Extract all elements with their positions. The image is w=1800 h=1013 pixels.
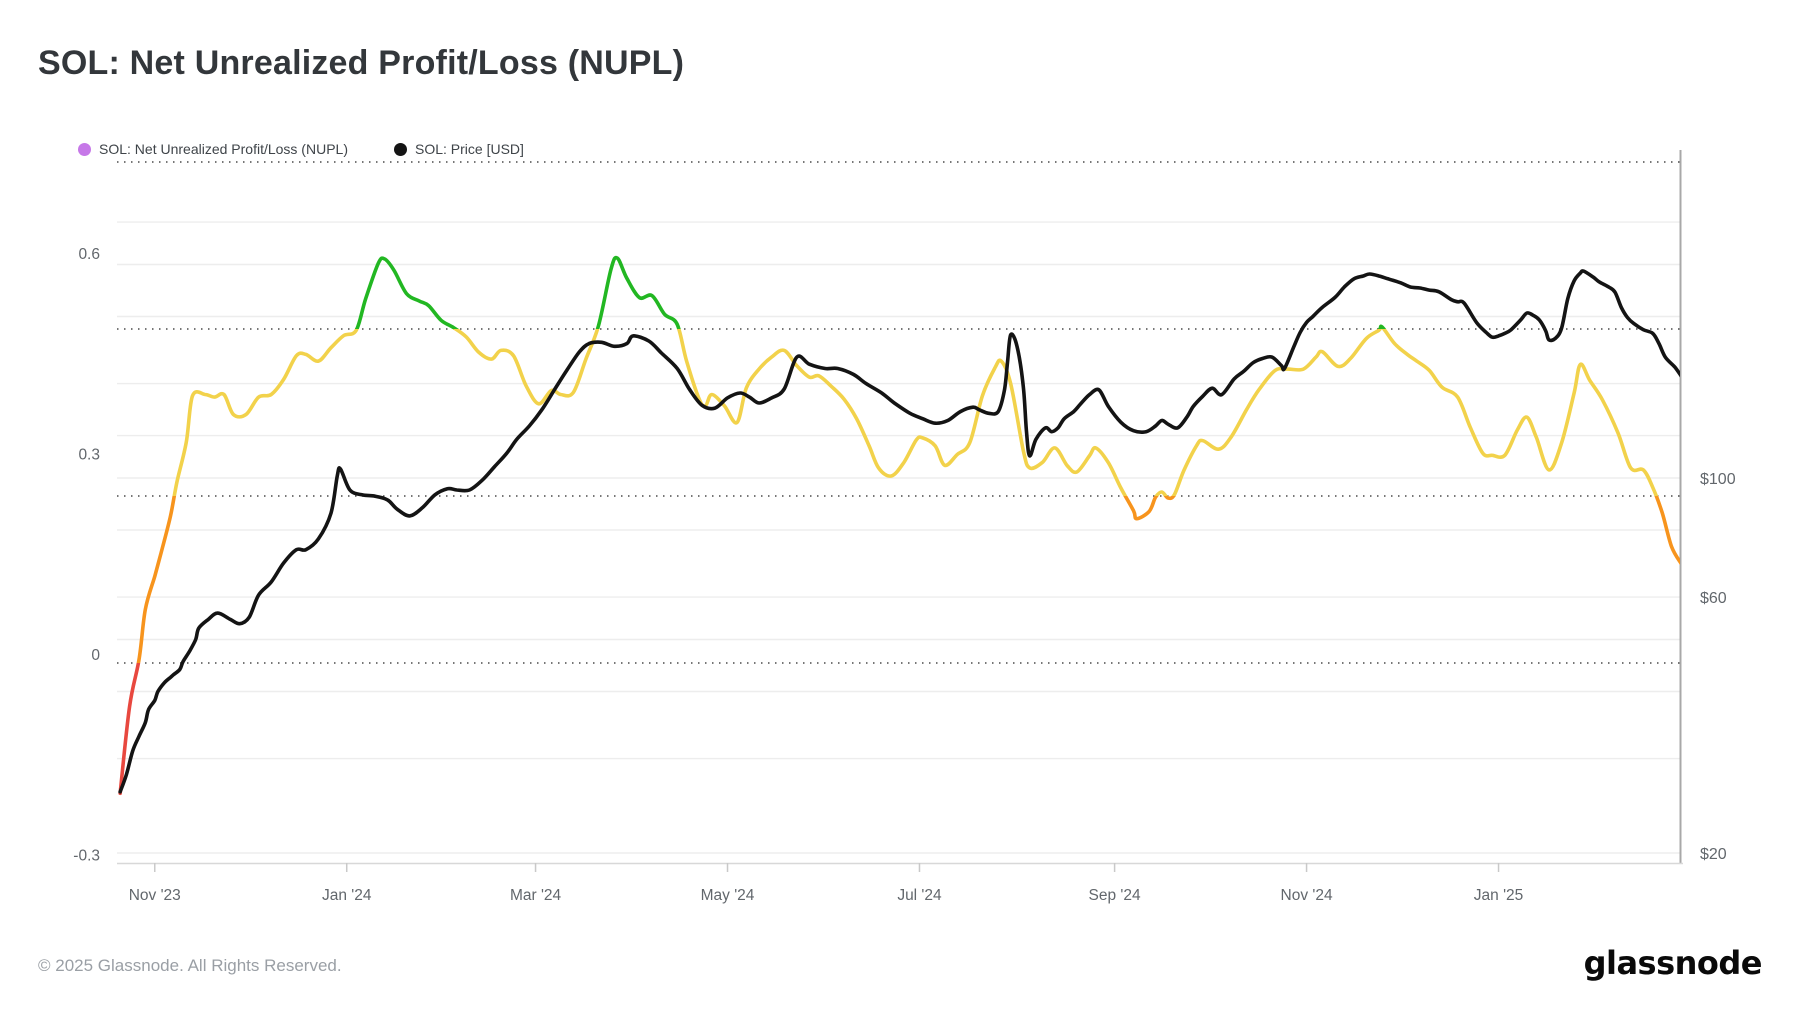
nupl-line-segment bbox=[136, 496, 1680, 663]
y-axis-label-left: 0.3 bbox=[78, 447, 100, 464]
x-axis-label: Jul '24 bbox=[897, 887, 942, 904]
x-axis-label: Jan '25 bbox=[1474, 887, 1524, 904]
legend-label-nupl: SOL: Net Unrealized Profit/Loss (NUPL) bbox=[99, 141, 348, 157]
chart-legend: SOL: Net Unrealized Profit/Loss (NUPL) S… bbox=[78, 141, 524, 157]
x-axis-label: Sep '24 bbox=[1089, 887, 1141, 904]
copyright-text: © 2025 Glassnode. All Rights Reserved. bbox=[38, 956, 342, 975]
y-axis-label-left: 0 bbox=[91, 647, 100, 664]
x-axis-label: May '24 bbox=[701, 887, 755, 904]
price-series-dot-icon bbox=[393, 142, 407, 156]
page-title: SOL: Net Unrealized Profit/Loss (NUPL) bbox=[38, 44, 685, 82]
y-axis-label-right: $60 bbox=[1700, 590, 1727, 607]
y-axis-label-left: 0.6 bbox=[78, 246, 100, 263]
nupl-line-segment bbox=[118, 663, 141, 796]
price-line bbox=[118, 269, 1680, 794]
legend-item-price[interactable]: SOL: Price [USD] bbox=[393, 141, 524, 157]
y-axis-label-left: -0.3 bbox=[73, 847, 100, 864]
glassnode-logo: glassnode bbox=[1583, 944, 1763, 982]
y-axis-label-right: $100 bbox=[1700, 471, 1736, 488]
nupl-line-segment bbox=[354, 255, 1387, 329]
x-axis-label: Mar '24 bbox=[510, 887, 562, 904]
nupl-series-dot-icon bbox=[78, 142, 91, 156]
nupl-line-segment bbox=[172, 329, 1659, 496]
legend-label-price: SOL: Price [USD] bbox=[414, 141, 524, 157]
x-axis-label: Nov '23 bbox=[129, 887, 181, 904]
legend-item-nupl[interactable]: SOL: Net Unrealized Profit/Loss (NUPL) bbox=[78, 141, 348, 157]
x-axis-label: Nov '24 bbox=[1281, 887, 1333, 904]
y-axis-label-right: $20 bbox=[1700, 846, 1727, 863]
x-axis-label: Jan '24 bbox=[322, 887, 372, 904]
